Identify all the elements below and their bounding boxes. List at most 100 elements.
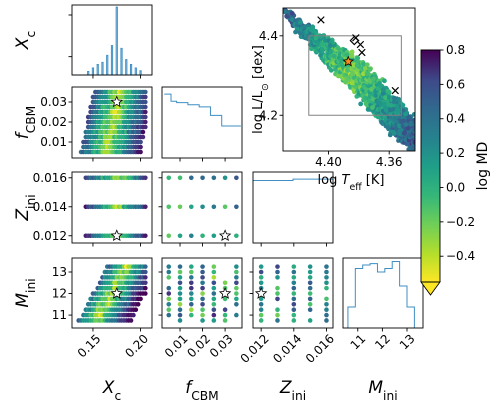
y-tick-label: 0.012 [33,229,67,243]
hr-model-point [411,111,415,117]
data-point [177,269,183,275]
hr-model-point [461,168,466,173]
hr-model-point [441,166,446,171]
data-point [166,312,172,318]
data-point [140,129,146,135]
data-point [211,280,217,286]
hr-model-point [447,162,452,167]
hr-model-point [466,178,471,183]
colorbar-frame [420,49,441,282]
panel-frame [342,257,424,329]
data-point [234,296,239,302]
histogram-panel-Xc [71,4,153,76]
hr-model-point [328,67,334,73]
hr-model-point [452,168,457,173]
data-point [188,233,194,239]
hr-model-point [349,53,355,59]
colorbar-extend-min [420,281,441,296]
data-point [188,296,194,302]
hr-model-point [459,162,464,167]
hr-model-point [444,165,449,170]
colorbar-tick-label: 0.8 [446,43,465,57]
y-ticks-Zini [158,177,162,237]
data-point [307,302,313,307]
hr-model-point [442,169,447,174]
hr-model-point [450,165,455,170]
y-axis-label-Xc-sub: c [24,31,38,38]
hr-model-point [411,147,415,151]
data-point [275,285,280,291]
hr-model-point [327,42,333,48]
panel-frame [71,257,153,329]
hr-model-point [440,162,445,167]
colorbar-tick-label: 0.2 [446,146,465,160]
hr-model-point [416,149,421,154]
histogram-step [347,261,415,328]
y-axis-label-Mini-main: M [13,293,33,308]
data-point [291,280,297,286]
hr-model-point [469,188,474,193]
data-point [200,291,205,296]
hr-model-point [367,67,373,72]
x-ticks-Xc: 0.15 0.20 [75,328,151,360]
hr-model-point [443,160,448,165]
x-tick-label: 12 [372,332,393,353]
hr-model-point [362,65,368,71]
hr-model-point [447,165,452,170]
data-point [177,318,183,323]
hr-model-point [363,95,368,101]
data-point [166,302,172,307]
data-point [143,280,148,286]
hr-model-point [308,27,314,33]
data-point [135,302,141,307]
hr-model-point [416,145,421,150]
data-point [177,233,183,239]
y-axis-label-Xc: Xc [13,31,38,50]
data-point [166,275,172,280]
data-point [143,109,148,115]
histogram-panel-fCBM [161,86,243,159]
data-point [143,119,148,125]
x-tick-label: 0.20 [122,332,151,361]
data-point [177,204,183,210]
x-axis-label-Xc: Xc [102,378,121,400]
hr-model-point [403,137,409,143]
data-point [200,233,205,239]
hr-model-point [416,132,421,137]
histogram-step [164,93,241,127]
hr-model-point [415,134,420,139]
data-point [166,291,172,296]
hr-model-point [349,71,355,76]
hr-track-cloud [283,8,474,193]
reference-star [110,229,123,242]
hr-model-point [318,34,324,39]
data-point [143,124,148,130]
data-point [166,285,172,291]
data-point [275,264,280,269]
hr-model-point [447,171,452,176]
hr-model-point [448,161,453,166]
data-point [258,264,264,269]
data-point [222,312,228,318]
data-point [211,296,217,302]
x-axis-label-Mini-sub: ini [383,389,398,400]
hr-model-point [467,186,472,191]
data-point [143,94,148,100]
data-point [188,302,194,307]
y-tick-label: 0.016 [33,171,67,185]
hr-model-point [454,175,459,180]
hr-model-point [449,171,454,176]
hr-model-point [462,174,467,179]
hr-model-point [349,49,355,55]
data-point [307,269,313,275]
x-axis-label-Xc-sub: c [114,389,121,400]
y-ticks-Mini [158,271,162,316]
panel-frame [161,257,243,329]
hr-model-point [445,173,450,178]
y-ticks-fCBM: 0.01 0.02 0.03 [40,95,72,149]
data-point [200,296,205,302]
hr-model-point [456,168,461,173]
reference-star [110,95,123,108]
x-ticks-Zini [260,243,327,247]
